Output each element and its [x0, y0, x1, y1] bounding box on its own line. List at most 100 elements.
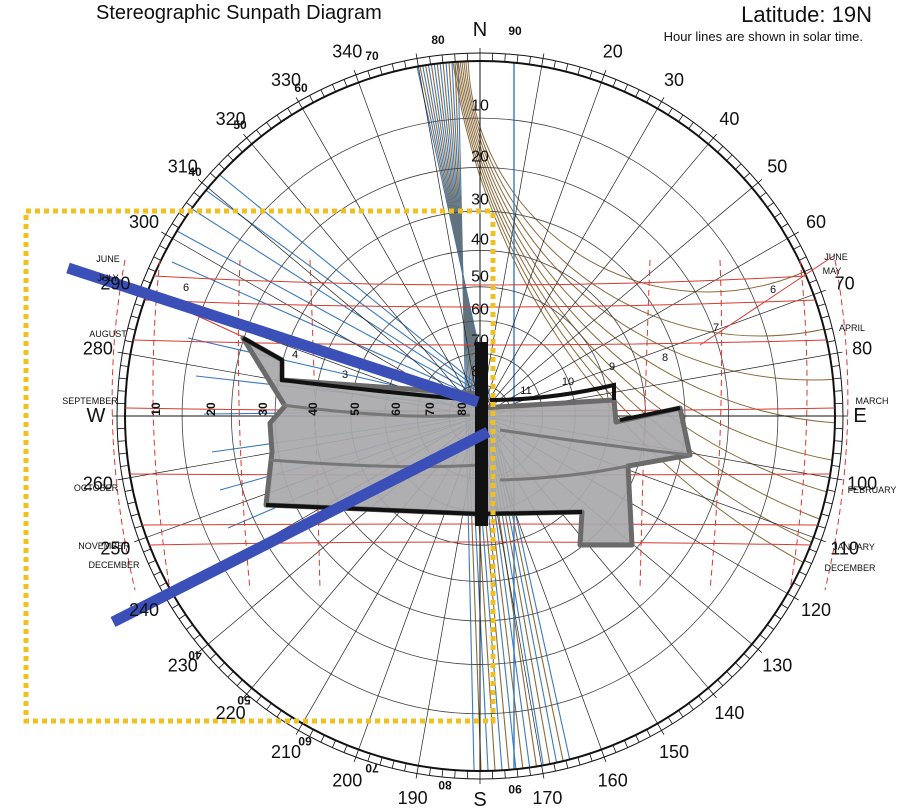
mask-scale-label: 90	[508, 782, 522, 796]
hour-line-west	[111, 259, 136, 591]
azimuth-tick	[809, 279, 817, 284]
azimuth-tick	[295, 723, 303, 735]
azimuth-line-30	[485, 108, 658, 406]
azimuth-tick	[441, 769, 444, 778]
azimuth-tick	[813, 289, 826, 295]
azimuth-tick	[766, 202, 774, 208]
mask-scale-label: 30	[256, 402, 270, 416]
azimuth-tick	[667, 716, 673, 725]
month-label: DECEMBER	[824, 563, 876, 573]
hour-label: 9	[609, 361, 615, 373]
azimuth-tick	[134, 525, 143, 529]
altitude-label: 60	[471, 302, 489, 319]
diagram-title: Stereographic Sunpath Diagram	[96, 2, 382, 24]
azimuth-tick	[793, 245, 801, 250]
azimuth-tick	[717, 679, 724, 687]
azimuth-tick	[143, 548, 151, 553]
azimuth-tick	[678, 710, 684, 718]
mask-scale-label: 50	[233, 118, 247, 132]
month-label: SEPTEMBER	[62, 396, 118, 406]
azimuth-line-310	[207, 187, 472, 409]
sun-path	[153, 275, 807, 286]
azimuth-tick	[635, 734, 640, 743]
hour-label: 10	[562, 376, 574, 388]
azimuth-tick	[589, 753, 593, 762]
azimuth-tick	[159, 245, 167, 250]
azimuth-tick	[209, 653, 217, 660]
azimuth-label: 220	[216, 703, 246, 723]
azimuth-tick	[834, 390, 843, 392]
azimuth-tick	[171, 603, 180, 609]
hour-label: 11	[520, 385, 531, 397]
hour-line-east	[709, 259, 723, 591]
azimuth-tick	[726, 671, 733, 678]
azimuth-label: 210	[271, 742, 301, 762]
azimuth-tick	[429, 56, 431, 65]
azimuth-tick	[831, 465, 840, 467]
azimuth-tick	[726, 154, 733, 161]
hour-label: 8	[662, 352, 668, 364]
azimuth-tick	[117, 477, 131, 481]
azimuth-label: 290	[100, 273, 130, 293]
mask-scale-label: 10	[149, 402, 163, 416]
azimuth-label: 30	[664, 70, 684, 90]
azimuth-tick	[804, 560, 812, 565]
azimuth-tick	[379, 66, 383, 75]
azimuth-tick	[774, 614, 782, 620]
azimuth-tick	[197, 179, 209, 189]
mask-scale-label: 60	[294, 81, 308, 95]
azimuth-label: 320	[216, 109, 246, 129]
azimuth-label: 200	[332, 771, 362, 791]
mask-scale-label: 20	[204, 402, 218, 416]
azimuth-tick	[827, 489, 836, 492]
hour-line-diag	[699, 254, 836, 346]
azimuth-tick	[553, 763, 556, 772]
azimuth-tick	[404, 60, 407, 69]
azimuth-tick	[829, 351, 843, 355]
mask-outline-upper-east	[489, 382, 616, 402]
mask-scale-label: 50	[237, 693, 251, 707]
azimuth-tick	[186, 624, 194, 630]
mask-line-west	[171, 261, 481, 400]
azimuth-line-10	[481, 66, 542, 405]
azimuth-tick	[827, 340, 836, 343]
azimuth-tick	[504, 770, 506, 779]
azimuth-tick	[391, 63, 395, 72]
hour-label: 7	[713, 322, 719, 334]
azimuth-label: 50	[767, 157, 787, 177]
mask-line-north	[453, 61, 477, 771]
azimuth-line-70	[491, 294, 814, 413]
azimuth-tick	[266, 122, 272, 130]
azimuth-label: 300	[129, 212, 159, 232]
azimuth-tick	[529, 767, 531, 776]
azimuth-tick	[735, 662, 742, 669]
north-label: N	[473, 19, 487, 41]
azimuth-tick	[824, 501, 833, 505]
azimuth-tick	[295, 97, 303, 109]
azimuth-tick	[320, 734, 325, 743]
azimuth-tick	[817, 303, 826, 307]
azimuth-tick	[766, 624, 774, 630]
azimuth-label: 190	[398, 788, 428, 808]
azimuth-label: 100	[847, 473, 877, 493]
altitude-label: 30	[471, 192, 489, 209]
azimuth-tick	[193, 634, 201, 640]
month-label: JULY	[97, 273, 118, 283]
azimuth-tick	[236, 145, 243, 153]
azimuth-tick	[227, 671, 234, 678]
azimuth-label: 240	[129, 600, 159, 620]
azimuth-tick	[218, 163, 225, 170]
azimuth-tick	[454, 53, 456, 62]
south-label: S	[473, 789, 486, 811]
azimuth-line-340	[358, 82, 477, 405]
azimuth-tick	[130, 315, 139, 319]
azimuth-label: 310	[168, 157, 198, 177]
azimuth-tick	[441, 54, 444, 63]
azimuth-tick	[565, 63, 569, 72]
azimuth-tick	[707, 687, 717, 699]
azimuth-label: 140	[714, 703, 744, 723]
azimuth-tick	[343, 79, 348, 87]
azimuth-tick	[541, 765, 545, 779]
hour-label: 4	[292, 349, 298, 361]
azimuth-tick	[227, 154, 234, 161]
